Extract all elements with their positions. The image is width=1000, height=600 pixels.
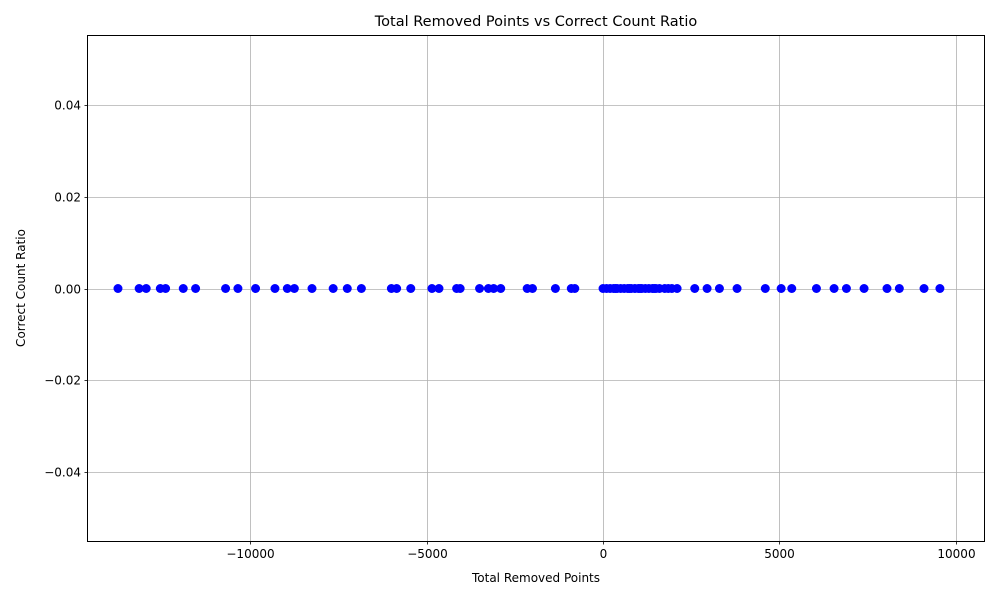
data-point — [550, 284, 560, 293]
y-axis-label: Correct Count Ratio — [14, 229, 28, 347]
data-point — [221, 284, 231, 293]
data-point — [919, 284, 929, 293]
data-point — [113, 284, 123, 293]
y-tick-label: −0.04 — [44, 466, 81, 480]
data-point — [455, 284, 465, 293]
data-point — [690, 284, 700, 293]
data-point — [178, 284, 188, 293]
data-point — [859, 284, 869, 293]
data-point — [935, 284, 945, 293]
x-tick-label: −5000 — [407, 547, 448, 561]
data-point — [489, 284, 499, 293]
data-point — [342, 284, 352, 293]
data-point — [270, 284, 280, 293]
data-point — [233, 284, 243, 293]
x-tick-label: 10000 — [937, 547, 975, 561]
data-point — [527, 284, 537, 293]
data-point — [191, 284, 201, 293]
x-tick-label: 5000 — [764, 547, 795, 561]
data-point — [702, 284, 712, 293]
data-point — [134, 284, 144, 293]
data-point — [570, 284, 580, 293]
data-point — [161, 284, 171, 293]
data-point — [829, 284, 839, 293]
data-point — [882, 284, 892, 293]
data-point — [406, 284, 416, 293]
y-tick-label: 0.02 — [54, 191, 81, 205]
x-axis-label: Total Removed Points — [471, 571, 600, 585]
x-tick-label: 0 — [600, 547, 608, 561]
plot-frame — [87, 35, 985, 542]
x-tick-label: −10000 — [226, 547, 274, 561]
grid-lines — [88, 36, 984, 541]
data-point — [787, 284, 797, 293]
data-point — [251, 284, 261, 293]
y-tick-label: 0.04 — [54, 99, 81, 113]
y-tick-label: 0.00 — [54, 283, 81, 297]
data-point — [289, 284, 299, 293]
y-tick-label: −0.02 — [44, 374, 81, 388]
data-point — [427, 284, 437, 293]
axis-ticks: −10000 −5000 0 5000 10000 −0.04 −0.02 0.00 0.02 0… — [44, 99, 975, 562]
data-point — [714, 284, 724, 293]
data-point — [894, 284, 904, 293]
data-point — [434, 284, 444, 293]
data-point — [282, 284, 292, 293]
data-point — [811, 284, 821, 293]
data-point — [672, 284, 682, 293]
chart-title: Total Removed Points vs Correct Count Ra… — [374, 14, 698, 30]
data-point — [732, 284, 742, 293]
data-point — [328, 284, 338, 293]
data-point — [475, 284, 485, 293]
data-point — [307, 284, 317, 293]
data-point — [776, 284, 786, 293]
data-point — [496, 284, 506, 293]
data-point — [141, 284, 151, 293]
data-point — [392, 284, 402, 293]
data-points — [113, 284, 945, 293]
data-point — [760, 284, 770, 293]
data-point — [841, 284, 851, 293]
data-point — [356, 284, 366, 293]
